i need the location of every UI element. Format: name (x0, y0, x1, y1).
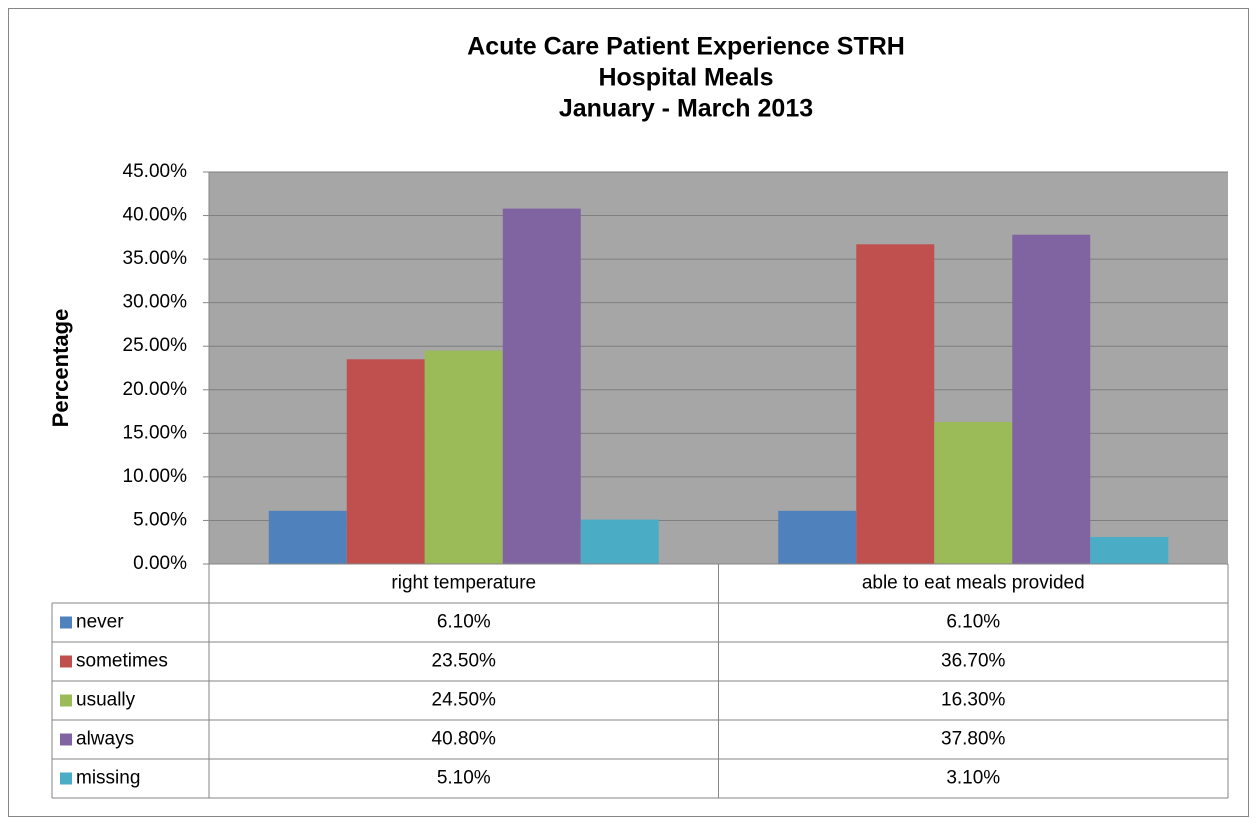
bar (856, 244, 935, 564)
y-tick-label: 5.00% (133, 509, 187, 530)
y-axis-label: Percentage (48, 309, 73, 428)
bar (268, 510, 347, 564)
chart-title: January - March 2013 (559, 95, 813, 123)
table-value: 5.10% (437, 768, 491, 789)
bar (1090, 536, 1169, 564)
table-value: 3.10% (946, 768, 1000, 789)
y-tick-label: 0.00% (133, 553, 187, 574)
y-tick-label: 15.00% (123, 422, 188, 443)
y-tick-label: 35.00% (123, 248, 188, 269)
legend-label: usually (76, 690, 136, 711)
y-tick-label: 25.00% (123, 335, 188, 356)
legend-label: never (76, 612, 124, 633)
bar (580, 519, 659, 564)
bar (346, 359, 425, 564)
x-tick-label: able to eat meals provided (862, 573, 1085, 594)
legend-label: always (76, 729, 134, 750)
table-value: 16.30% (941, 690, 1006, 711)
y-tick-label: 40.00% (123, 205, 188, 226)
legend-label: sometimes (76, 651, 168, 672)
x-tick-label: right temperature (391, 573, 536, 594)
bar (502, 208, 581, 564)
legend-label: missing (76, 768, 140, 789)
bar (1012, 234, 1091, 564)
chart-title: Acute Care Patient Experience STRH (467, 33, 905, 61)
bar (934, 422, 1013, 564)
y-tick-label: 10.00% (123, 466, 188, 487)
legend-swatch (60, 694, 72, 707)
bar (778, 510, 857, 564)
y-tick-label: 20.00% (123, 379, 188, 400)
table-value: 23.50% (432, 651, 497, 672)
table-value: 6.10% (437, 612, 491, 633)
table-value: 6.10% (946, 612, 1000, 633)
legend-swatch (60, 772, 72, 785)
legend-swatch (60, 733, 72, 746)
legend-swatch (60, 616, 72, 629)
y-tick-label: 45.00% (123, 161, 188, 182)
chart-title: Hospital Meals (598, 64, 773, 92)
table-value: 36.70% (941, 651, 1006, 672)
bar (424, 350, 503, 564)
table-value: 24.50% (432, 690, 497, 711)
y-tick-label: 30.00% (123, 292, 188, 313)
legend-swatch (60, 655, 72, 668)
table-value: 37.80% (941, 729, 1006, 750)
table-value: 40.80% (432, 729, 497, 750)
